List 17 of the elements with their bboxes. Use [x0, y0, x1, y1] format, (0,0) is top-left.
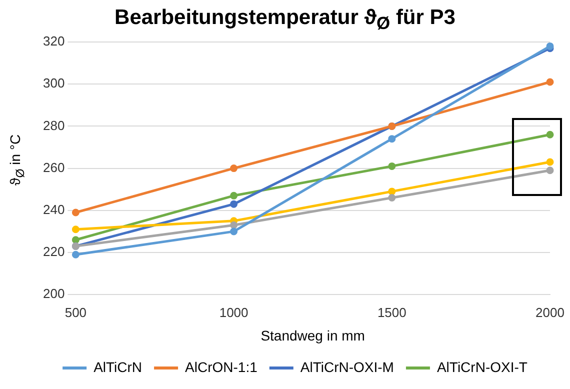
- legend-label: AlTiCrN-OXI-M: [300, 358, 394, 375]
- y-tick-label: 280: [42, 118, 65, 133]
- legend-label: AlTiCrN: [94, 358, 142, 375]
- y-tick-label: 320: [42, 34, 65, 49]
- legend-label: AlCrON-1:1: [185, 358, 258, 375]
- y-tick-label: 240: [42, 202, 65, 217]
- y-tick-label: 260: [42, 160, 65, 175]
- x-tick-label: 1500: [377, 304, 406, 320]
- x-axis-title: Standweg in mm: [260, 327, 365, 344]
- y-tick-label: 300: [42, 76, 65, 91]
- y-tick-label: 200: [42, 286, 65, 302]
- x-tick-label: 500: [64, 304, 87, 320]
- legend-label: AlTiCrN-OXI-T: [436, 358, 528, 375]
- x-tick-label: 1000: [219, 304, 248, 320]
- x-tick-label: 2000: [536, 304, 564, 320]
- y-tick-label: 220: [42, 244, 65, 260]
- chart-title: Bearbeitungstemperatur ϑ$_{Ø}$ für P3: [114, 6, 456, 34]
